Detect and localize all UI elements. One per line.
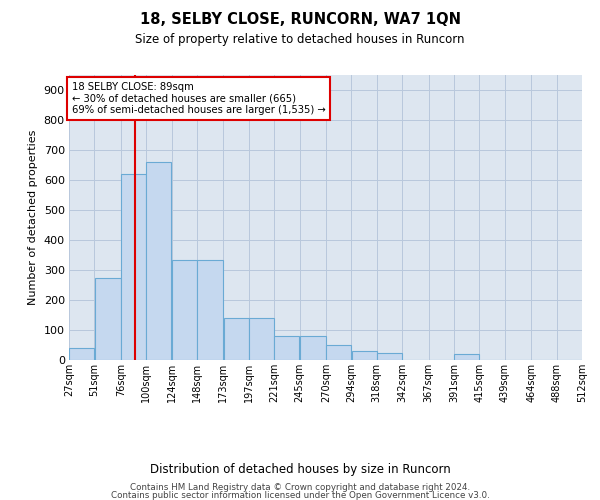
Bar [146,162,172,360]
Bar [454,354,479,360]
Text: Contains public sector information licensed under the Open Government Licence v3: Contains public sector information licen… [110,490,490,500]
Text: 18 SELBY CLOSE: 89sqm
← 30% of detached houses are smaller (665)
69% of semi-det: 18 SELBY CLOSE: 89sqm ← 30% of detached … [71,82,325,116]
Bar [352,351,377,360]
Bar [377,352,402,360]
Bar [300,336,326,360]
Text: Distribution of detached houses by size in Runcorn: Distribution of detached houses by size … [149,464,451,476]
Y-axis label: Number of detached properties: Number of detached properties [28,130,38,305]
Bar [69,348,94,360]
Text: Contains HM Land Registry data © Crown copyright and database right 2024.: Contains HM Land Registry data © Crown c… [130,483,470,492]
Text: 18, SELBY CLOSE, RUNCORN, WA7 1QN: 18, SELBY CLOSE, RUNCORN, WA7 1QN [139,12,461,28]
Bar [274,336,299,360]
Bar [249,318,274,360]
Bar [121,174,146,360]
Bar [95,278,121,360]
Bar [326,345,351,360]
Text: Size of property relative to detached houses in Runcorn: Size of property relative to detached ho… [135,32,465,46]
Bar [172,260,197,360]
Bar [197,260,223,360]
Bar [224,318,248,360]
